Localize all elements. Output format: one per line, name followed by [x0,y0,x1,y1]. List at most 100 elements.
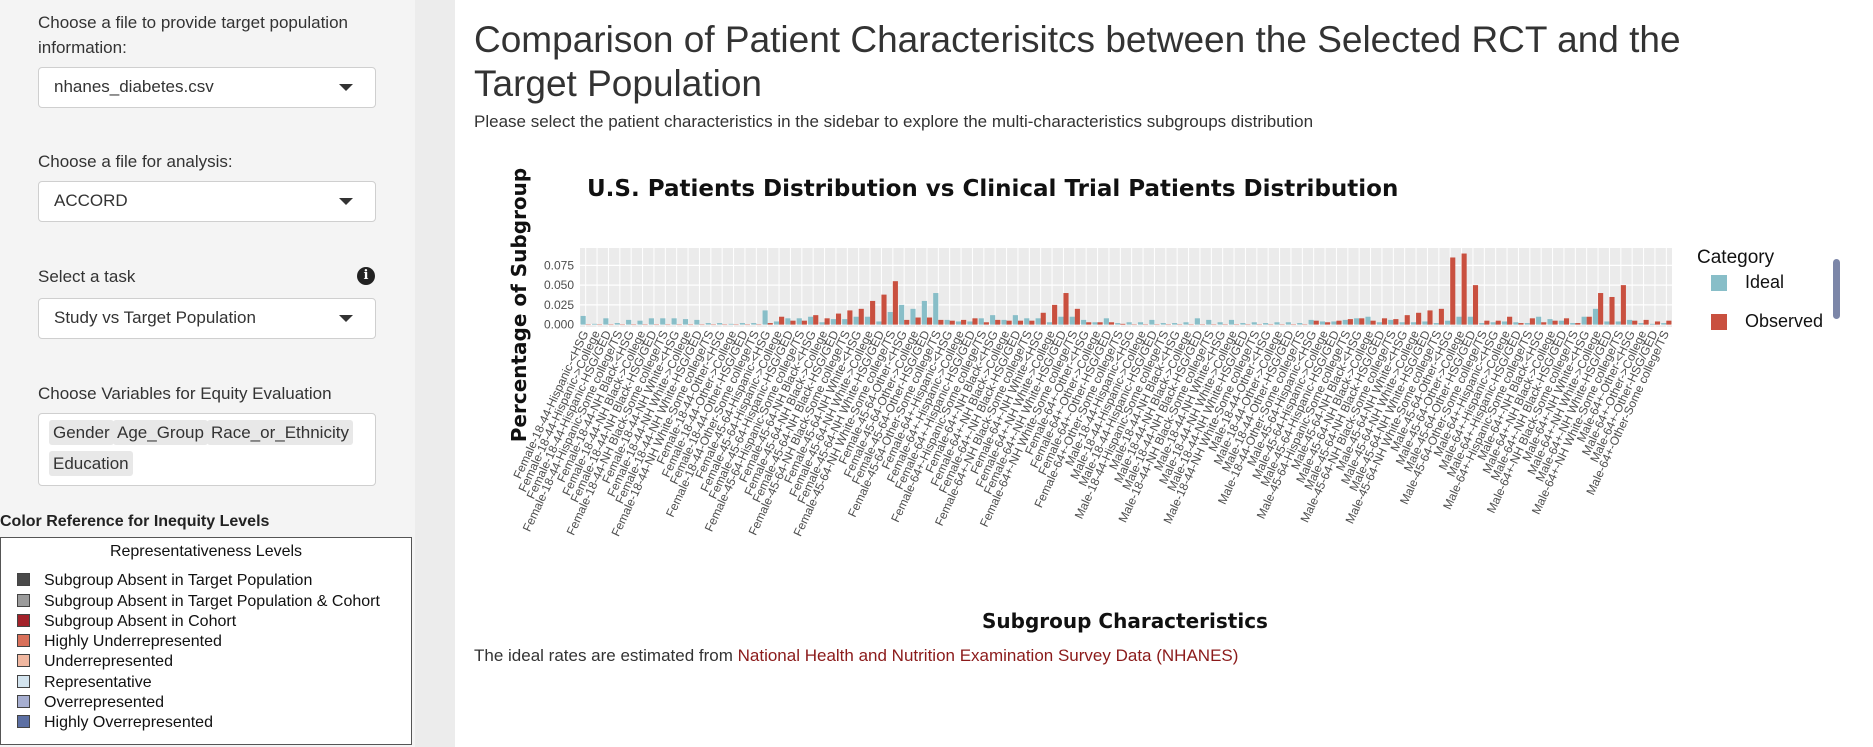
target-file-label: Choose a file to provide target populati… [38,13,348,57]
bar-observed [1416,312,1422,325]
bar-ideal [1228,319,1235,325]
bar-observed [1108,322,1115,325]
bar-observed [870,300,876,325]
page-title: Comparison of Patient Characterisitcs be… [474,19,1681,104]
bar-observed [1074,308,1080,325]
bar-ideal [773,321,780,325]
bar-observed [1484,320,1490,325]
bar-observed [1040,312,1046,325]
bar-ideal [1615,321,1621,325]
bar-ideal [1661,323,1667,325]
bar-ideal [967,321,973,325]
bar-ideal [1513,322,1519,325]
bar-ideal [1160,323,1166,325]
page-subtitle: Please select the patient characteristic… [474,112,1314,131]
legend-label: Overrepresented [44,694,165,711]
bar-ideal [796,318,802,325]
bar-observed [1495,320,1501,325]
footnote: The ideal rates are estimated from Natio… [474,646,1238,666]
bar-observed [1120,323,1126,325]
bar-ideal [921,300,927,325]
bar-observed [1052,304,1058,325]
legend-label: Highly Overrepresented [44,714,213,731]
bar-observed [1381,318,1388,325]
bar-ideal [842,319,848,325]
variable-tag-age-group[interactable]: Age_Group [113,420,208,445]
bar-observed [1063,293,1069,325]
x-axis-title: Subgroup Characteristics [982,609,1268,633]
variables-multiselect[interactable]: Gender Age_Group Race_or_Ethnicity Educa… [38,413,376,486]
bar-observed [1359,318,1365,325]
bar-ideal [1297,323,1303,325]
bar-observed [779,316,785,325]
bar-observed [1529,318,1535,325]
task-select[interactable]: Study vs Target Population [38,298,376,339]
bar-observed [1518,323,1524,325]
variable-tag-race-ethnicity[interactable]: Race_or_Ethnicity [207,420,353,445]
bar-ideal [1137,322,1144,325]
bar-ideal [1035,318,1041,325]
bar-ideal [1149,319,1155,325]
bar-observed [1541,322,1547,325]
bar-observed [858,308,864,325]
bar-ideal [762,310,768,325]
bar-observed [790,320,796,325]
bar-ideal [1183,322,1189,325]
bar-ideal [819,322,825,325]
bar-ideal [1274,322,1280,325]
legend-item: Highly Underrepresented [17,632,222,652]
bar-observed [1438,308,1444,325]
bar-observed [1609,296,1615,325]
bar-observed [767,323,773,325]
target-file-select[interactable]: nhanes_diabetes.csv [38,67,376,108]
bar-ideal [1592,308,1599,325]
bar-observed [1450,257,1456,325]
bar-ideal [637,320,643,325]
bar-ideal [1422,321,1428,325]
bar-ideal [1103,318,1109,325]
bar-ideal [899,304,905,325]
bar-observed [881,294,887,325]
bar-ideal [1331,321,1337,325]
bar-ideal [1069,316,1075,325]
bar-observed [1017,320,1024,325]
info-icon[interactable]: i [357,267,375,285]
bar-ideal [1388,319,1394,325]
bar-ideal [1319,321,1326,325]
legend-label: Ideal [1745,272,1784,292]
footnote-text: The ideal rates are estimated from [474,646,738,665]
bar-ideal [705,323,711,325]
chevron-down-icon [339,315,353,322]
representativeness-legend: Representativeness Levels Subgroup Absen… [0,537,412,745]
legend-label: Highly Underrepresented [44,633,222,650]
bar-observed [1029,320,1035,325]
bar-ideal [990,315,996,325]
legend-scrollbar[interactable] [1833,259,1840,319]
bar-ideal [1251,322,1257,325]
y-tick-label: 0.025 [544,298,574,312]
variable-tag-education[interactable]: Education [49,451,133,476]
bar-ideal [1399,322,1405,325]
bar-ideal [1354,318,1360,325]
analysis-file-label: Choose a file for analysis: [38,152,233,171]
legend-swatch [17,634,30,647]
bar-observed [972,318,978,325]
bar-observed [1404,315,1410,325]
bar-ideal [1172,323,1178,325]
bar-ideal [1217,322,1223,325]
legend-item: Highly Overrepresented [17,713,213,733]
legend-swatch [1711,314,1727,330]
bar-observed [995,319,1001,325]
variable-tag-gender[interactable]: Gender [49,420,114,445]
analysis-file-select[interactable]: ACCORD [38,181,376,222]
nhanes-link[interactable]: National Health and Nutrition Examinatio… [737,646,1239,665]
task-value: Study vs Target Population [54,308,256,327]
bar-ideal [1115,323,1121,325]
bar-ideal [830,319,836,325]
legend-swatch [17,594,30,607]
y-axis-title: Percentage of Subgroup [507,168,531,442]
bar-ideal [1308,319,1314,325]
bar-ideal [1638,323,1644,325]
legend-item: Representative [17,673,152,693]
